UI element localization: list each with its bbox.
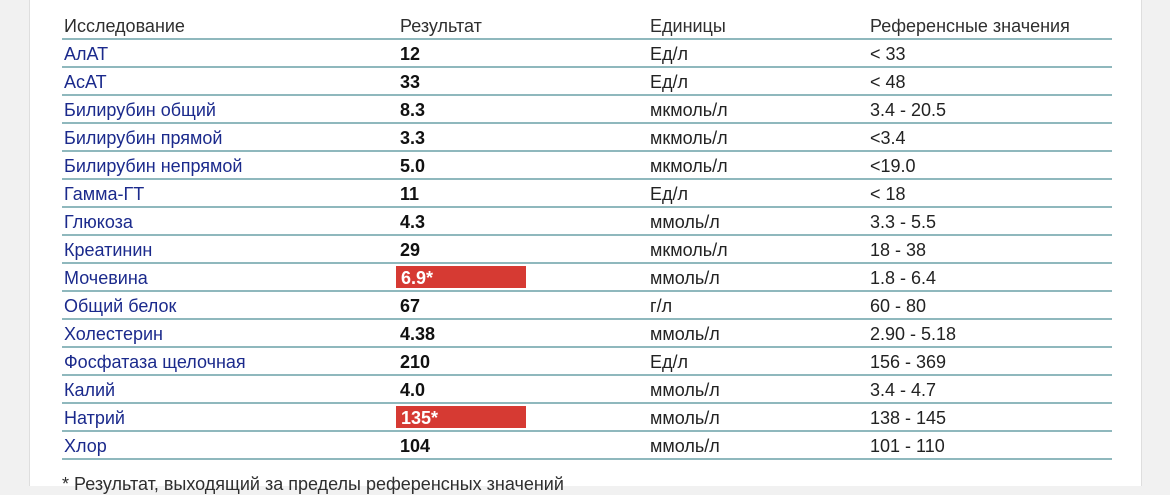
- units: ммоль/л: [650, 380, 720, 400]
- header-result: Результат: [400, 16, 482, 36]
- test-name: Натрий: [64, 408, 125, 428]
- result-value: 104: [400, 436, 431, 456]
- table-row: Гамма-ГТ 11 Ед/л < 18: [62, 180, 1112, 208]
- reference-range: <3.4: [870, 128, 906, 148]
- table-body: АлАТ 12 Ед/л < 33 АсАТ 33 Ед/л < 48 Билирубин об…: [62, 40, 1112, 460]
- test-name: Глюкоза: [64, 212, 133, 232]
- reference-range: < 18: [870, 184, 906, 204]
- table-row: Билирубин прямой 3.3 мкмоль/л <3.4: [62, 124, 1112, 152]
- units: ммоль/л: [650, 436, 720, 456]
- test-name: Билирубин общий: [64, 100, 216, 120]
- reference-range: 1.8 - 6.4: [870, 268, 937, 288]
- test-name: Калий: [64, 380, 116, 400]
- reference-range: 3.3 - 5.5: [870, 212, 937, 232]
- test-name: Креатинин: [64, 240, 153, 260]
- units: Ед/л: [650, 44, 689, 64]
- result-value: 67: [400, 296, 421, 316]
- reference-range: 101 - 110: [870, 436, 945, 456]
- result-value: 4.0: [400, 380, 426, 400]
- reference-range: 60 - 80: [870, 296, 927, 316]
- table-row: Глюкоза 4.3 ммоль/л 3.3 - 5.5: [62, 208, 1112, 236]
- units: г/л: [650, 296, 673, 316]
- result-value: 11: [400, 184, 420, 204]
- table-row: Хлор 104 ммоль/л 101 - 110: [62, 432, 1112, 460]
- reference-range: < 33: [870, 44, 906, 64]
- units: мкмоль/л: [650, 240, 728, 260]
- test-name: АсАТ: [64, 72, 107, 92]
- units: ммоль/л: [650, 408, 720, 428]
- reference-range: 2.90 - 5.18: [870, 324, 957, 344]
- units: мкмоль/л: [650, 100, 728, 120]
- out-of-range-highlight: [396, 266, 526, 288]
- result-value: 4.38: [400, 324, 436, 344]
- reference-range: <19.0: [870, 156, 916, 176]
- units: ммоль/л: [650, 324, 720, 344]
- table-row: Билирубин общий 8.3 мкмоль/л 3.4 - 20.5: [62, 96, 1112, 124]
- result-value: 3.3: [400, 128, 426, 148]
- table-row: Фосфатаза щелочная 210 Ед/л 156 - 369: [62, 348, 1112, 376]
- table-row: Креатинин 29 мкмоль/л 18 - 38: [62, 236, 1112, 264]
- header-reference: Референсные значения: [870, 16, 1070, 36]
- units: Ед/л: [650, 184, 689, 204]
- table-row: АлАТ 12 Ед/л < 33: [62, 40, 1112, 68]
- lab-results-table: Исследование Результат Единицы Референсн…: [62, 12, 1112, 460]
- table-row: Холестерин 4.38 ммоль/л 2.90 - 5.18: [62, 320, 1112, 348]
- footnote: * Результат, выходящий за пределы рефере…: [62, 474, 564, 494]
- reference-range: 3.4 - 20.5: [870, 100, 947, 120]
- result-value: 8.3: [400, 100, 426, 120]
- units: ммоль/л: [650, 268, 720, 288]
- result-value: 33: [400, 72, 421, 92]
- result-value-flagged: 6.9*: [401, 268, 434, 288]
- test-name: Хлор: [64, 436, 107, 456]
- reference-range: < 48: [870, 72, 906, 92]
- result-value: 210: [400, 352, 431, 372]
- out-of-range-highlight: [396, 406, 526, 428]
- test-name: АлАТ: [64, 44, 109, 64]
- reference-range: 156 - 369: [870, 352, 947, 372]
- units: мкмоль/л: [650, 128, 728, 148]
- header-test: Исследование: [64, 16, 185, 36]
- reference-range: 138 - 145: [870, 408, 947, 428]
- header-units: Единицы: [650, 16, 726, 36]
- table-row: Общий белок 67 г/л 60 - 80: [62, 292, 1112, 320]
- result-value-flagged: 135*: [401, 408, 439, 428]
- table-row: АсАТ 33 Ед/л < 48: [62, 68, 1112, 96]
- test-name: Билирубин прямой: [64, 128, 223, 148]
- result-value: 5.0: [400, 156, 426, 176]
- lab-report-page: Исследование Результат Единицы Референсн…: [29, 0, 1142, 494]
- test-name: Общий белок: [64, 296, 177, 316]
- units: Ед/л: [650, 72, 689, 92]
- table-row: Мочевина 6.9* ммоль/л 1.8 - 6.4: [62, 264, 1112, 292]
- test-name: Мочевина: [64, 268, 148, 288]
- test-name: Фосфатаза щелочная: [64, 352, 246, 372]
- test-name: Холестерин: [64, 324, 163, 344]
- table-row: Натрий 135* ммоль/л 138 - 145: [62, 404, 1112, 432]
- units: мкмоль/л: [650, 156, 728, 176]
- result-value: 4.3: [400, 212, 426, 232]
- table-header-row: Исследование Результат Единицы Референсн…: [62, 12, 1112, 40]
- test-name: Гамма-ГТ: [64, 184, 145, 204]
- table-row: Билирубин непрямой 5.0 мкмоль/л <19.0: [62, 152, 1112, 180]
- result-value: 29: [400, 240, 421, 260]
- units: Ед/л: [650, 352, 689, 372]
- result-value: 12: [400, 44, 421, 64]
- test-name: Билирубин непрямой: [64, 156, 243, 176]
- reference-range: 18 - 38: [870, 240, 927, 260]
- units: ммоль/л: [650, 212, 720, 232]
- reference-range: 3.4 - 4.7: [870, 380, 937, 400]
- table-row: Калий 4.0 ммоль/л 3.4 - 4.7: [62, 376, 1112, 404]
